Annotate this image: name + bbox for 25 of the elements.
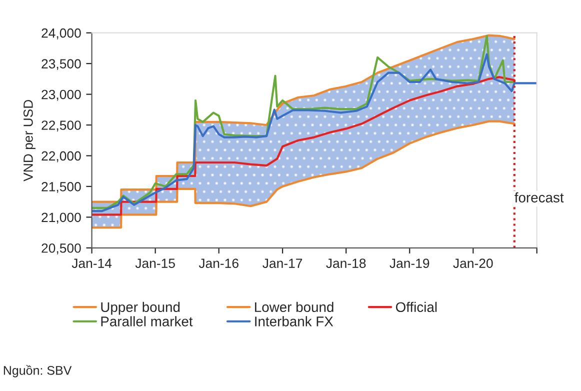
x-tick-label: Jan-19 (390, 258, 430, 268)
y-tick-label: 24,000 (42, 28, 81, 40)
x-tick-label: Jan-14 (72, 258, 112, 268)
y-axis-title: VND per USD (24, 100, 36, 182)
x-tick-label: Jan-15 (135, 258, 175, 268)
y-tick-label: 22,500 (42, 120, 81, 132)
legend-label: Parallel market (101, 316, 193, 326)
legend-label: Interbank FX (255, 316, 334, 326)
x-tick-label: Jan-17 (262, 258, 302, 268)
text: Nguồn: SBV (4, 365, 72, 378)
x-tick-label: Jan-20 (453, 258, 493, 268)
legend-label: Upper bound (101, 302, 180, 315)
y-tick-label: 22,000 (42, 151, 81, 162)
x-tick-label: Jan-18 (326, 258, 366, 268)
y-tick-label: 21,500 (42, 182, 81, 193)
y-tick-label: 23,500 (42, 59, 81, 70)
line-series (92, 76, 516, 216)
y-tick-label: 23,000 (42, 90, 81, 101)
legend-label: Official (396, 302, 437, 312)
y-tick-label: 21,000 (42, 212, 81, 224)
ref-line-label: forecast (514, 192, 564, 202)
line-series (92, 120, 516, 229)
legend-label: Lower bound (255, 302, 334, 312)
x-tick-label: Jan-16 (198, 258, 238, 268)
y-tick-label: 20,500 (42, 243, 81, 254)
